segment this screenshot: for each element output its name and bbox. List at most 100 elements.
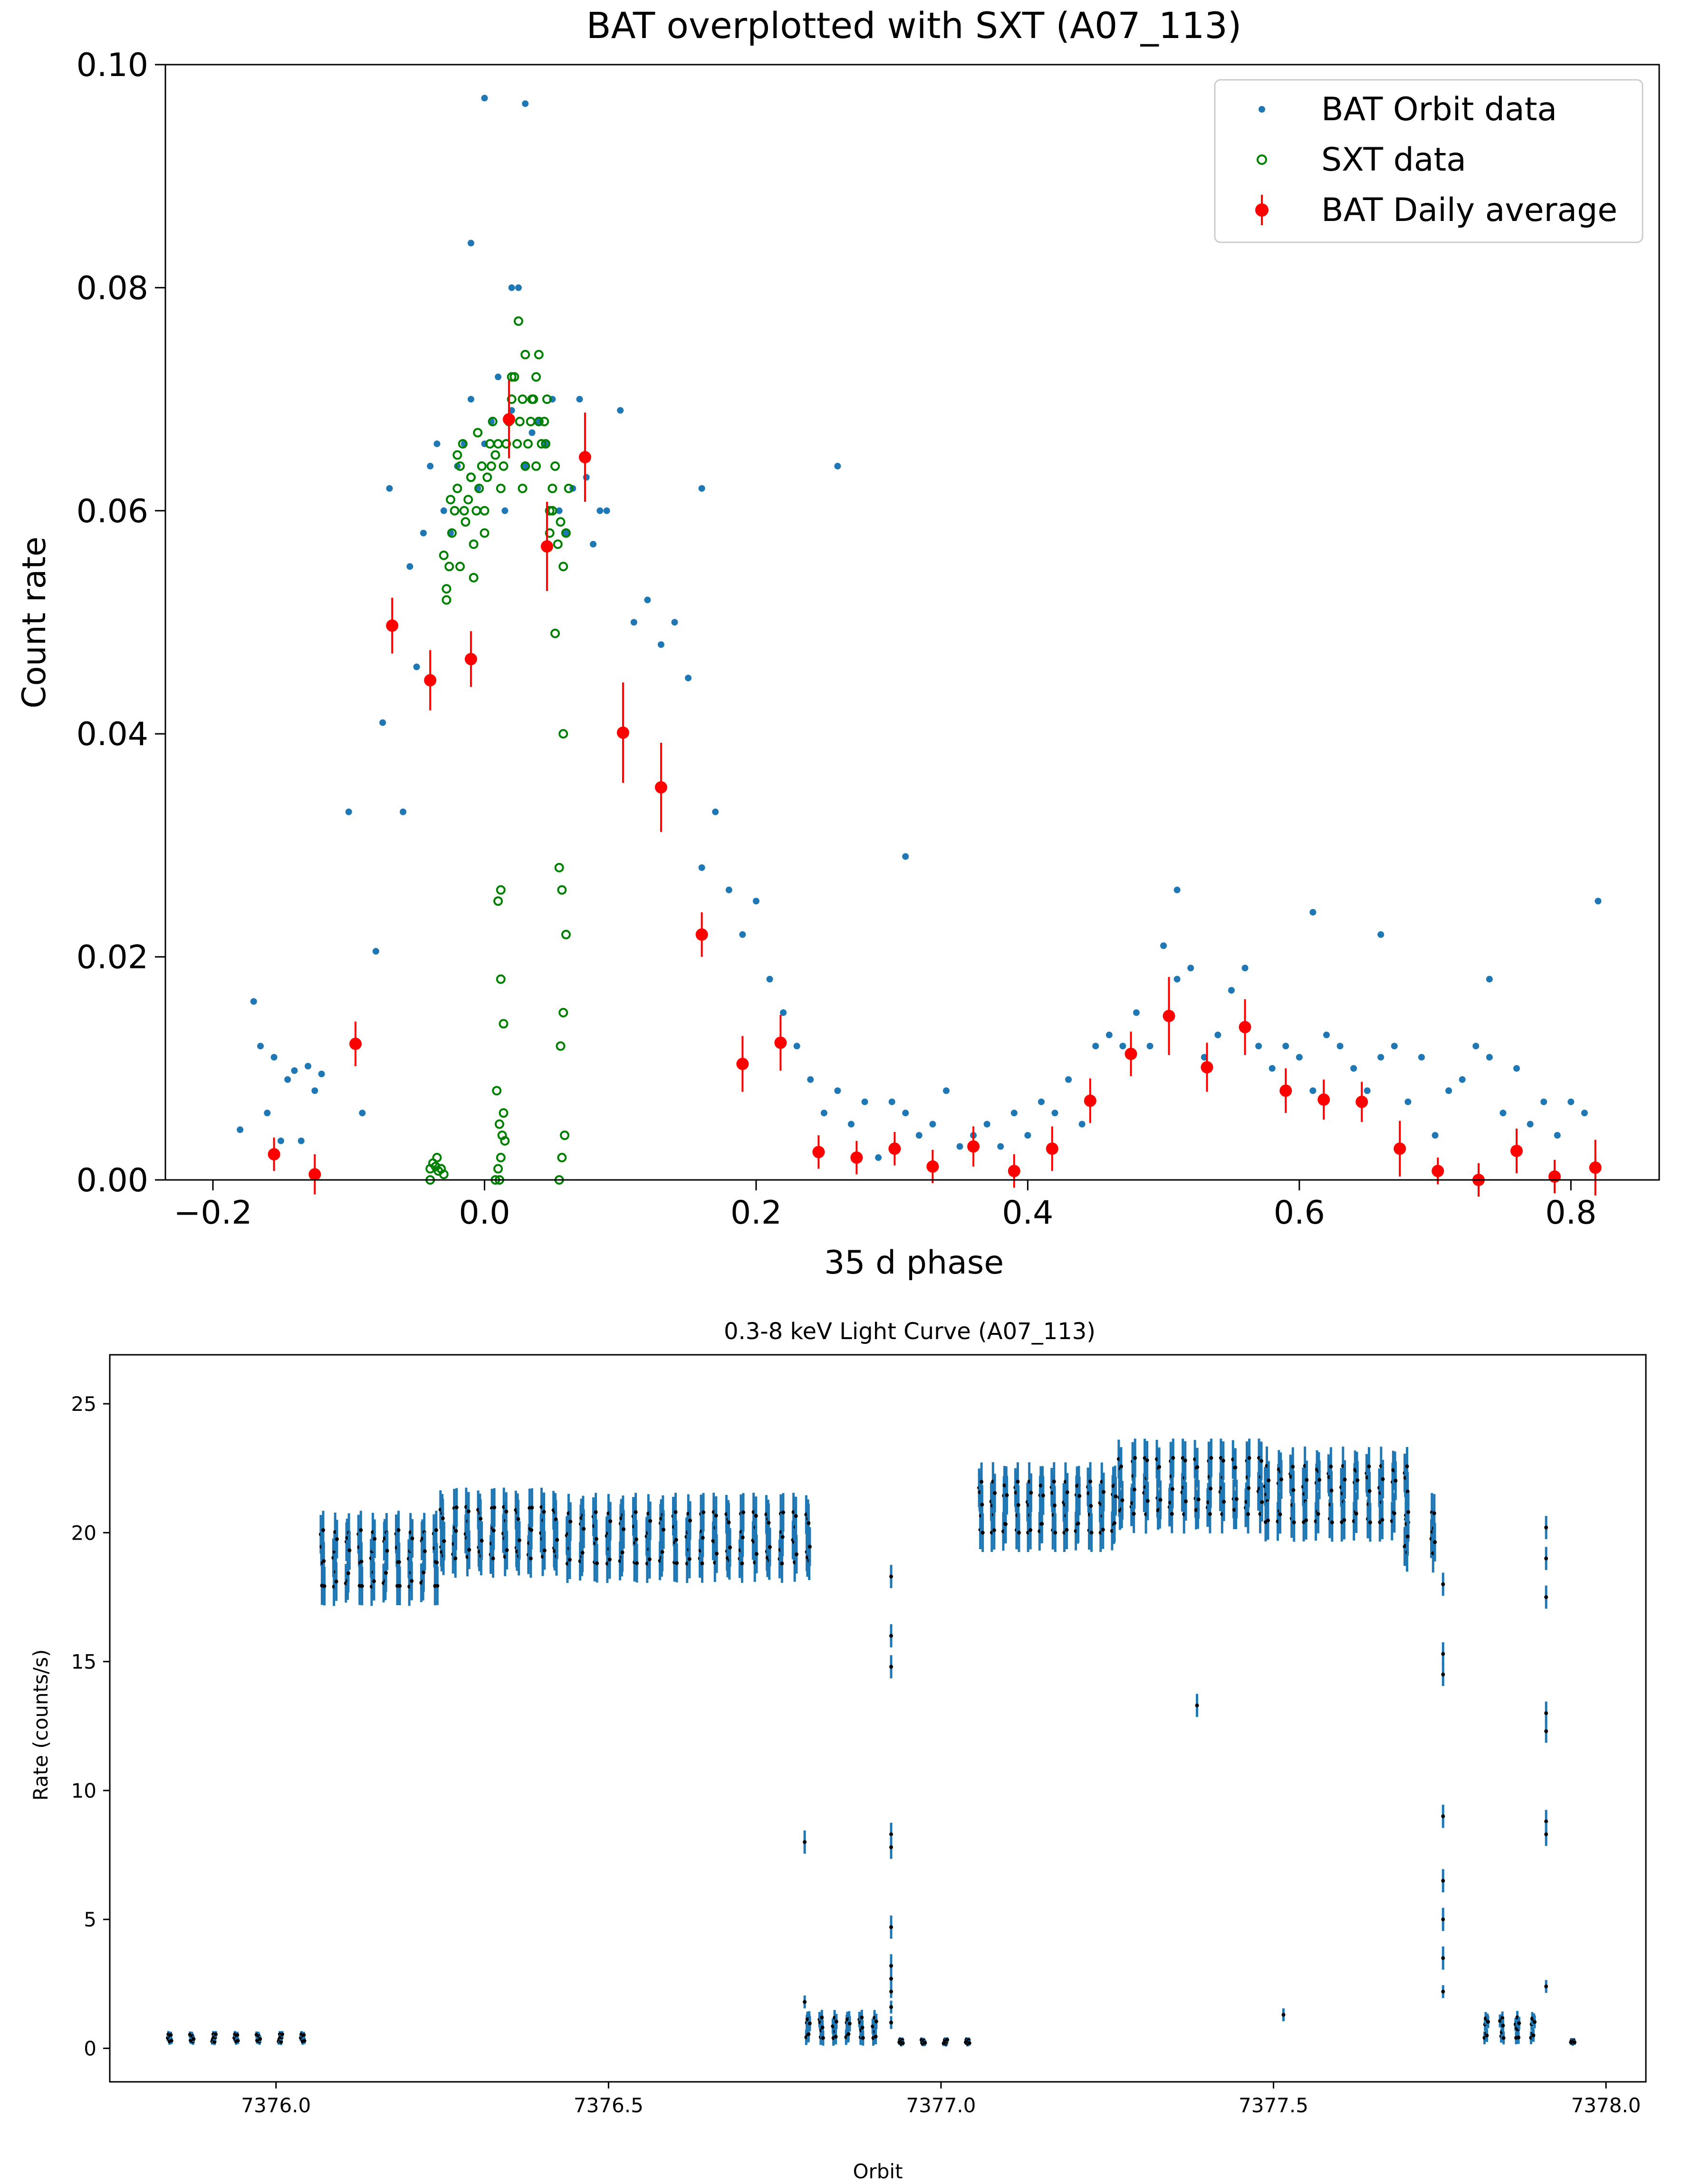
bat-orbit-point <box>671 619 678 626</box>
light-curve-point <box>648 1519 653 1523</box>
sxt-point <box>556 517 566 527</box>
light-curve-point <box>874 2034 878 2039</box>
chart2-y-tick-label: 15 <box>71 1650 96 1674</box>
light-curve-point <box>480 1539 484 1543</box>
light-curve-point <box>1112 1521 1116 1525</box>
light-curve-point <box>491 1556 495 1561</box>
light-curve-point <box>1157 1465 1162 1469</box>
light-curve-point <box>1233 1466 1238 1470</box>
light-curve-point <box>768 1545 772 1549</box>
light-curve-point <box>410 1579 414 1583</box>
light-curve-point <box>1291 1488 1296 1492</box>
bat-orbit-point <box>501 507 509 514</box>
light-curve-point <box>1259 1459 1264 1463</box>
sxt-point <box>493 896 503 906</box>
bat-daily-point <box>540 540 553 553</box>
bat-orbit-point <box>556 507 563 514</box>
light-curve-point <box>1195 1703 1199 1707</box>
bat-daily-point <box>1510 1144 1523 1157</box>
light-curve-point <box>359 1528 363 1532</box>
light-curve-point <box>780 1561 784 1566</box>
bat-orbit-point <box>834 1087 841 1094</box>
sxt-point <box>550 628 560 638</box>
bat-orbit-point <box>270 1054 278 1061</box>
bat-orbit-point <box>1567 1098 1575 1105</box>
bat-orbit-point <box>318 1071 325 1078</box>
bat-orbit-point <box>1010 1110 1018 1117</box>
light-curve-point <box>1278 1512 1282 1516</box>
light-curve-point <box>492 1505 497 1510</box>
light-curve-point <box>993 1491 997 1495</box>
sxt-point <box>473 428 483 438</box>
light-curve-point <box>807 1544 812 1549</box>
bat-orbit-point <box>311 1087 318 1094</box>
light-curve-point <box>595 1561 599 1565</box>
sxt-point <box>499 1108 509 1118</box>
light-curve-point <box>517 1538 521 1542</box>
light-curve-point <box>568 1519 573 1523</box>
sxt-point <box>531 372 541 382</box>
sxt-point <box>447 528 457 538</box>
light-curve-point <box>1171 1487 1175 1491</box>
bat-orbit-point <box>1336 1043 1344 1050</box>
chart1-y-tick-label: 0.00 <box>77 1162 148 1199</box>
chart1-legend: BAT Orbit data SXT data BAT Daily averag… <box>1214 79 1644 243</box>
sxt-point <box>450 506 460 516</box>
light-curve-point <box>1120 1498 1125 1503</box>
light-curve-point <box>700 1561 704 1566</box>
light-curve-point <box>322 1584 327 1588</box>
light-curve-point <box>803 2000 807 2004</box>
bat-daily-point <box>774 1036 787 1049</box>
bat-orbit-point <box>440 507 447 514</box>
light-curve-point <box>901 2041 905 2045</box>
sxt-point <box>527 394 537 404</box>
bat-orbit-point <box>562 529 569 536</box>
bat-orbit-point <box>481 95 488 102</box>
bat-orbit-point <box>1282 1043 1289 1050</box>
light-curve-point <box>820 2025 825 2030</box>
bat-orbit-point <box>617 407 624 414</box>
bat-orbit-point <box>596 507 604 514</box>
bat-daily-point <box>616 726 629 739</box>
bat-orbit-point <box>1024 1132 1031 1139</box>
sxt-point <box>442 584 452 594</box>
sxt-point <box>480 506 490 516</box>
sxt-point <box>561 929 571 939</box>
light-curve-point <box>479 1516 483 1521</box>
light-curve-point <box>821 2036 825 2040</box>
sxt-point <box>507 372 517 382</box>
light-curve-point <box>1485 2033 1489 2038</box>
bat-orbit-point <box>1228 987 1235 994</box>
light-curve-point <box>674 1538 678 1542</box>
bat-orbit-point <box>1160 942 1167 949</box>
light-curve-point <box>780 1535 785 1539</box>
bat-orbit-point <box>1377 1054 1384 1061</box>
light-curve-point <box>1544 1525 1548 1530</box>
light-curve-point <box>423 1549 427 1553</box>
bat-orbit-point <box>508 407 515 414</box>
light-curve-point <box>1544 1711 1548 1715</box>
light-curve-point <box>923 2040 927 2045</box>
chart1-legend-frame <box>1214 79 1644 243</box>
light-curve-point <box>435 1584 440 1588</box>
chart1-title: BAT overplotted with SXT (A07_113) <box>586 4 1242 47</box>
chart2-y-tick-label: 25 <box>71 1392 96 1416</box>
bat-orbit-point <box>942 1087 950 1094</box>
light-curve-point <box>398 1584 402 1588</box>
bat-orbit-point <box>1133 1009 1140 1016</box>
bat-orbit-point <box>277 1137 284 1144</box>
light-curve-point <box>889 1832 893 1837</box>
bat-orbit-point <box>515 284 522 291</box>
bat-daily-point <box>736 1057 749 1070</box>
sxt-point <box>518 394 528 404</box>
chart2-y-ticks: 0 5 10 15 20 25 <box>71 1392 110 2060</box>
bat-orbit-point <box>590 541 597 548</box>
chart2-x-axis-label: Orbit <box>853 2160 903 2183</box>
sxt-point <box>520 461 530 471</box>
bat-daily-point <box>1355 1095 1368 1108</box>
sxt-point <box>496 885 506 895</box>
bat-orbit-point <box>983 1121 990 1128</box>
light-curve-point <box>385 1549 389 1553</box>
bat-orbit-point <box>1486 976 1493 983</box>
light-curve-point <box>740 1561 744 1566</box>
